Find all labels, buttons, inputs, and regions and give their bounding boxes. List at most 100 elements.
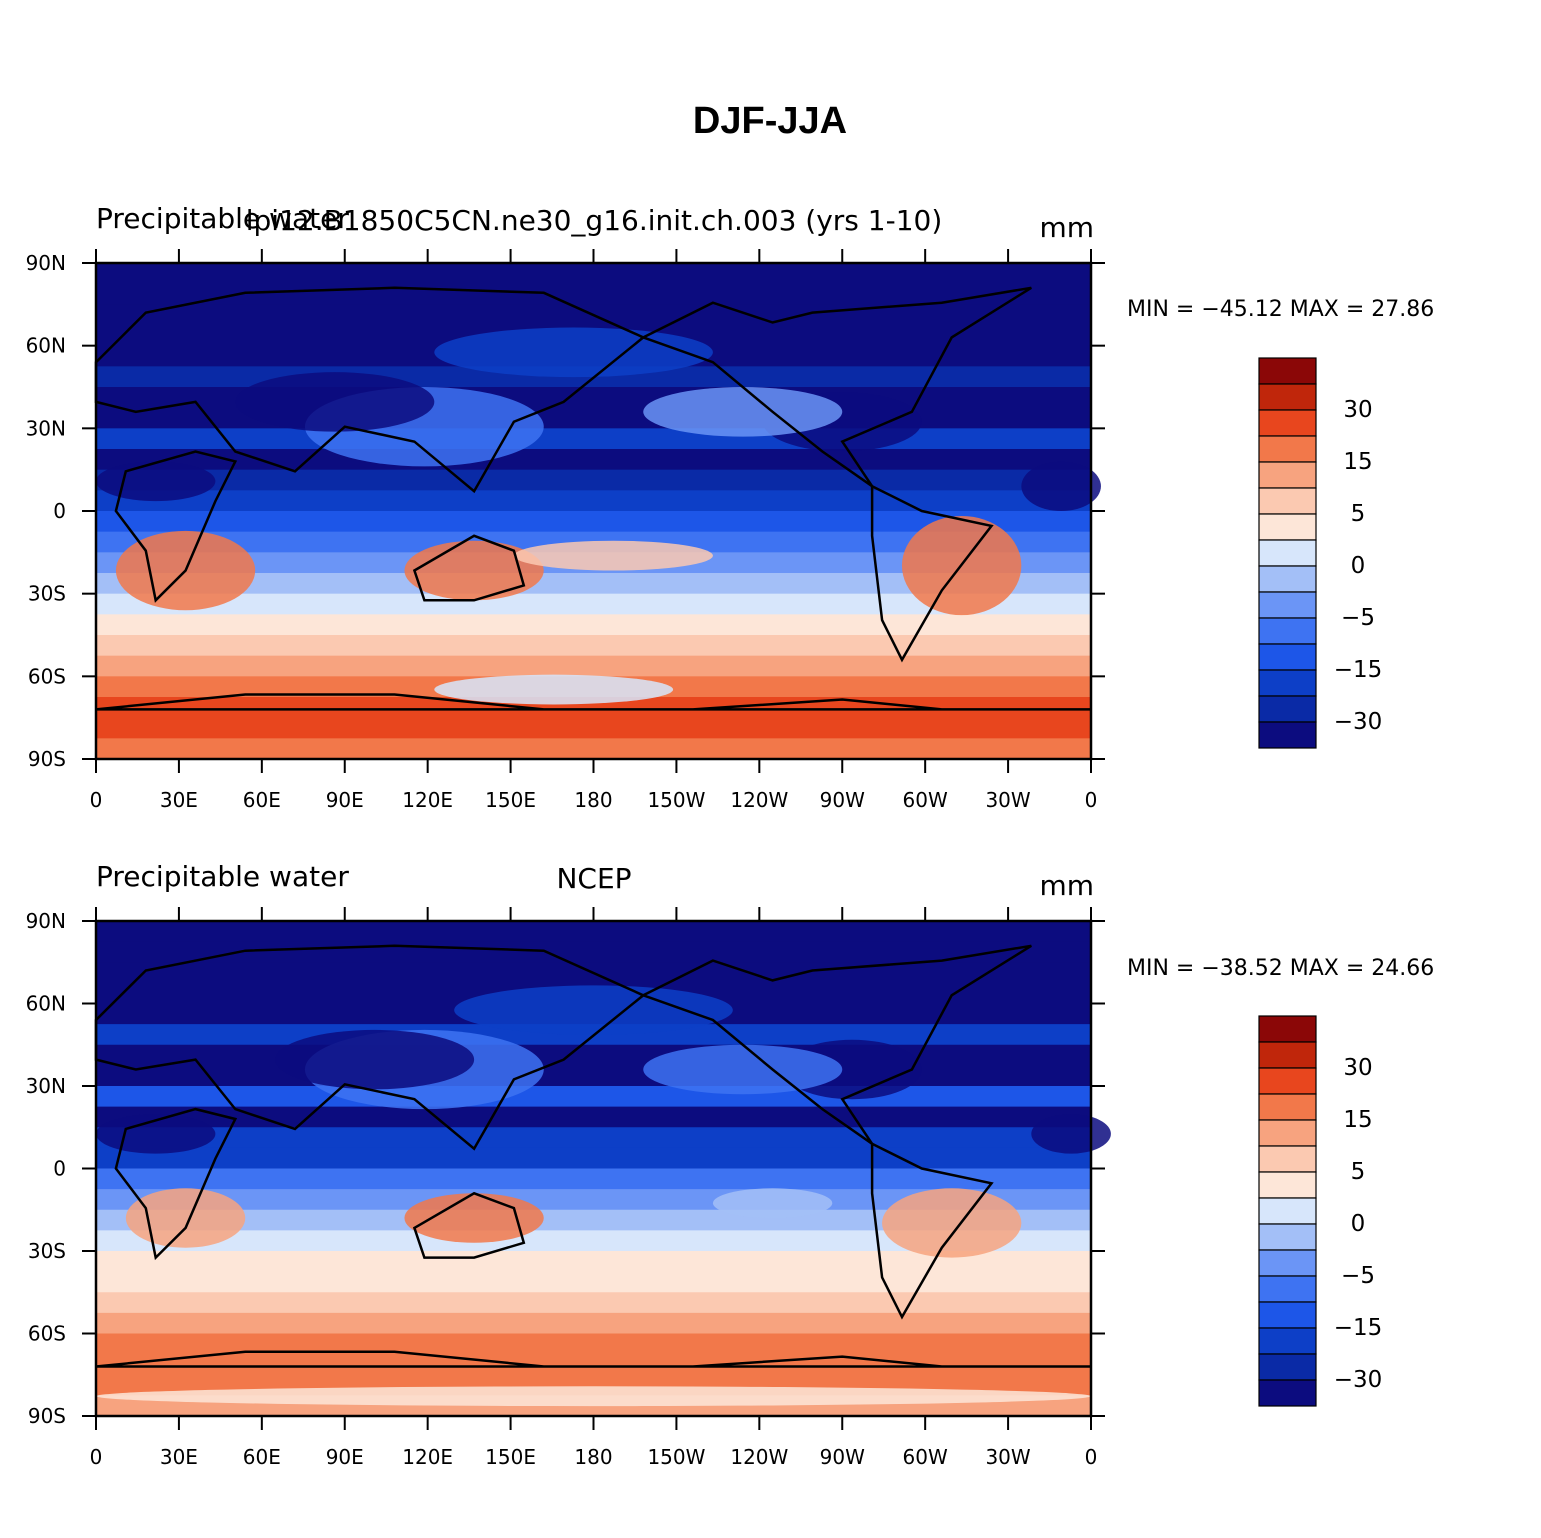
- panel-left-title: Precipitable water: [96, 860, 349, 893]
- field-band: [96, 1065, 1091, 1087]
- colorbar-label: 15: [1343, 449, 1372, 475]
- colorbar-label: 5: [1351, 501, 1366, 527]
- contour-region: [712, 1188, 833, 1218]
- lon-tick-label: 60E: [243, 788, 281, 812]
- lon-tick-label: 30W: [985, 788, 1030, 812]
- coastline: [94, 286, 646, 494]
- field-band: [96, 1086, 1091, 1108]
- field-band: [96, 1251, 1091, 1273]
- lat-tick-label: 30S: [28, 582, 66, 606]
- field-band: [96, 593, 1091, 616]
- colorbar-box: [1258, 1015, 1317, 1043]
- colorbar-box: [1258, 513, 1317, 541]
- colorbar-label: −5: [1341, 1263, 1375, 1289]
- lat-tick-label: 0: [53, 499, 66, 523]
- field-band: [96, 635, 1091, 657]
- panel-left-title: Precipitable water: [96, 202, 349, 235]
- field-band: [96, 1230, 1091, 1252]
- colorbar-box: [1258, 643, 1317, 671]
- min-max-stats: MIN = −45.12 MAX = 27.86: [1127, 297, 1434, 322]
- colorbar-label: 5: [1351, 1159, 1366, 1185]
- colorbar-label: −15: [1334, 657, 1383, 683]
- contour-region: [882, 1188, 1022, 1258]
- field-band: [96, 1189, 1091, 1211]
- colorbar-box: [1258, 721, 1317, 749]
- colorbar-box: [1258, 1119, 1317, 1147]
- field-band: [96, 1106, 1091, 1129]
- contour-region: [235, 372, 435, 432]
- lat-tick-label: 30N: [26, 416, 66, 440]
- contour-region: [1021, 461, 1101, 512]
- field-band: [96, 449, 1091, 471]
- lat-tick-label: 0: [53, 1157, 66, 1181]
- lat-tick-label: 90N: [26, 909, 66, 933]
- contour-region: [643, 387, 843, 437]
- field-band: [96, 1147, 1091, 1170]
- lat-tick-label: 90N: [26, 251, 66, 275]
- field-band: [96, 655, 1091, 678]
- lon-tick-label: 60E: [243, 1445, 281, 1469]
- coastline: [640, 944, 1032, 1145]
- lon-tick-label: 60W: [903, 1445, 948, 1469]
- coastline: [412, 1191, 526, 1259]
- contour-region: [96, 1386, 1091, 1407]
- lat-tick-label: 60S: [28, 664, 66, 688]
- contour-region: [125, 1188, 246, 1248]
- coastline: [94, 944, 646, 1151]
- field-band: [96, 1333, 1091, 1356]
- field-band: [96, 1271, 1091, 1294]
- contour-region: [96, 1114, 216, 1154]
- colorbar-label: −15: [1334, 1315, 1383, 1341]
- field-band: [96, 573, 1091, 595]
- field-band: [96, 1292, 1091, 1314]
- colorbar-box: [1258, 1249, 1317, 1277]
- coastline: [95, 693, 1091, 711]
- min-max-stats: MIN = −38.52 MAX = 24.66: [1127, 956, 1434, 981]
- lon-tick-label: 180: [574, 788, 612, 812]
- field-band: [96, 469, 1091, 492]
- colorbar-label: −30: [1334, 709, 1383, 735]
- colorbar-box: [1258, 591, 1317, 619]
- lon-tick-label: 60W: [903, 788, 948, 812]
- lat-tick-label: 60N: [26, 992, 66, 1016]
- colorbar-label: 0: [1351, 553, 1366, 579]
- lon-tick-label: 0: [90, 1445, 103, 1469]
- lon-tick-label: 0: [1085, 1445, 1098, 1469]
- map-panel-obs: Precipitable water NCEP mm 90N 60N 30N 0 30S 60S…: [26, 860, 1435, 1469]
- colorbar-box: [1258, 1379, 1317, 1407]
- lon-tick-label: 30E: [160, 788, 198, 812]
- colorbar-box: [1258, 1275, 1317, 1303]
- coastline: [412, 534, 526, 602]
- field-band: [96, 1209, 1091, 1232]
- colorbar-box: [1258, 617, 1317, 645]
- coastline: [870, 484, 994, 663]
- coastline: [640, 286, 1032, 488]
- map-panel-model: Precipitable waterlpi12.B1850C5CN.ne30_g…: [26, 202, 1435, 812]
- field-band: [96, 1354, 1091, 1376]
- colorbar-label: 15: [1343, 1107, 1372, 1133]
- contour-region: [1031, 1114, 1111, 1154]
- field-band: [96, 717, 1091, 740]
- lon-tick-label: 30E: [160, 1445, 198, 1469]
- panel-center-title: lpi12.B1850C5CN.ne30_g16.init.ch.003 (yr…: [246, 204, 943, 237]
- colorbar-label: 30: [1343, 397, 1372, 423]
- colorbar-box: [1258, 1067, 1317, 1095]
- lat-tick-label: 60N: [26, 334, 66, 358]
- colorbar-box: [1258, 1353, 1317, 1381]
- lat-tick-label: 90S: [28, 1404, 66, 1428]
- lat-tick-label: 30S: [28, 1239, 66, 1263]
- coastline: [114, 450, 238, 603]
- contour-region: [275, 1029, 475, 1090]
- lon-tick-label: 90E: [326, 788, 364, 812]
- colorbar-box: [1258, 1093, 1317, 1121]
- lon-tick-label: 0: [90, 788, 103, 812]
- lon-tick-label: 120W: [730, 1445, 788, 1469]
- colorbar-box: [1258, 383, 1317, 411]
- colorbar-box: [1258, 487, 1317, 515]
- colorbar-label: 30: [1343, 1055, 1372, 1081]
- colorbar-box: [1258, 1197, 1317, 1225]
- contour-region: [434, 327, 713, 378]
- colorbar-box: [1258, 1171, 1317, 1199]
- lon-tick-label: 120W: [730, 788, 788, 812]
- colorbar-box: [1258, 409, 1317, 437]
